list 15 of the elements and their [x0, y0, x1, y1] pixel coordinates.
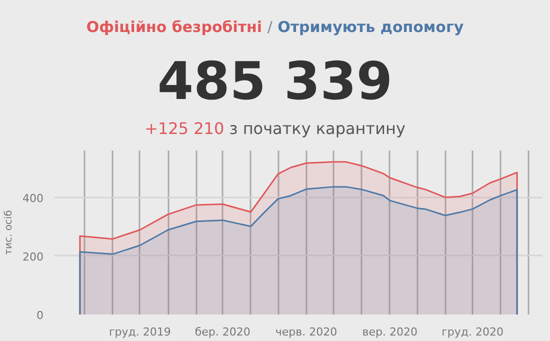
y-tick-label: 400 — [22, 192, 44, 205]
text: 485 339 — [157, 52, 393, 112]
text: / — [267, 18, 272, 36]
text: з початку карантину — [229, 119, 406, 138]
x-tick-label: бер. 2020 — [194, 326, 250, 338]
x-tick-label: груд. 2019 — [108, 326, 171, 338]
x-tick-label: черв. 2020 — [275, 326, 338, 338]
y-tick-label: 0 — [36, 309, 44, 322]
y-tick-label: 200 — [22, 250, 44, 264]
text: Офіційно безробітні — [86, 18, 262, 36]
text: +125 210 — [144, 119, 224, 138]
y-axis-title: тис. осіб — [4, 210, 15, 255]
x-tick-label: груд. 2020 — [442, 326, 504, 338]
x-tick-label: вер. 2020 — [362, 326, 418, 338]
text: Отримують допомогу — [278, 18, 464, 36]
